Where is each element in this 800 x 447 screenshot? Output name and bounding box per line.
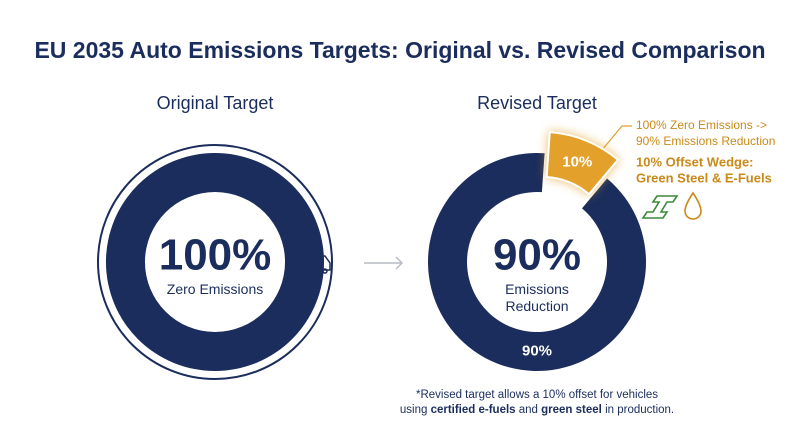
- segment-label: 10%: [562, 153, 592, 170]
- center-label: Zero Emissions: [166, 281, 264, 297]
- annotation: 100% Zero Emissions ->: [636, 118, 767, 132]
- center-value: 90%: [493, 231, 581, 280]
- center-label: Emissions Reduction: [505, 281, 569, 314]
- footnote-text: in production.: [601, 404, 675, 416]
- donut-segment: [105, 152, 325, 372]
- annotation: 90% Emissions Reduction: [636, 134, 775, 148]
- page-title: EU 2035 Auto Emissions Targets: Original…: [34, 37, 765, 63]
- arrow: [364, 256, 404, 270]
- drop-icon: [684, 191, 702, 220]
- footnote-bold: green steel: [541, 404, 602, 416]
- annotation: Green Steel & E-Fuels: [636, 170, 772, 185]
- footnote: *Revised target allows a 10% offset for …: [377, 388, 697, 418]
- chart-title: Revised Target: [477, 93, 597, 113]
- footnote-text: *Revised target allows a 10% offset for …: [415, 389, 659, 401]
- leader-line: [601, 125, 632, 151]
- segment-label: 90%: [522, 342, 552, 359]
- steel-icon: [641, 195, 679, 219]
- outer-ring: [97, 144, 333, 380]
- donut-segment: [427, 152, 646, 371]
- center-value: 100%: [159, 231, 272, 280]
- footnote-text: and: [515, 404, 542, 416]
- chart-title: Original Target: [157, 93, 274, 113]
- offset-wedge: [545, 131, 620, 196]
- footnote-text: using: [399, 404, 431, 416]
- footnote-bold: certified e-fuels: [430, 404, 516, 416]
- annotation: 10% Offset Wedge:: [636, 154, 754, 169]
